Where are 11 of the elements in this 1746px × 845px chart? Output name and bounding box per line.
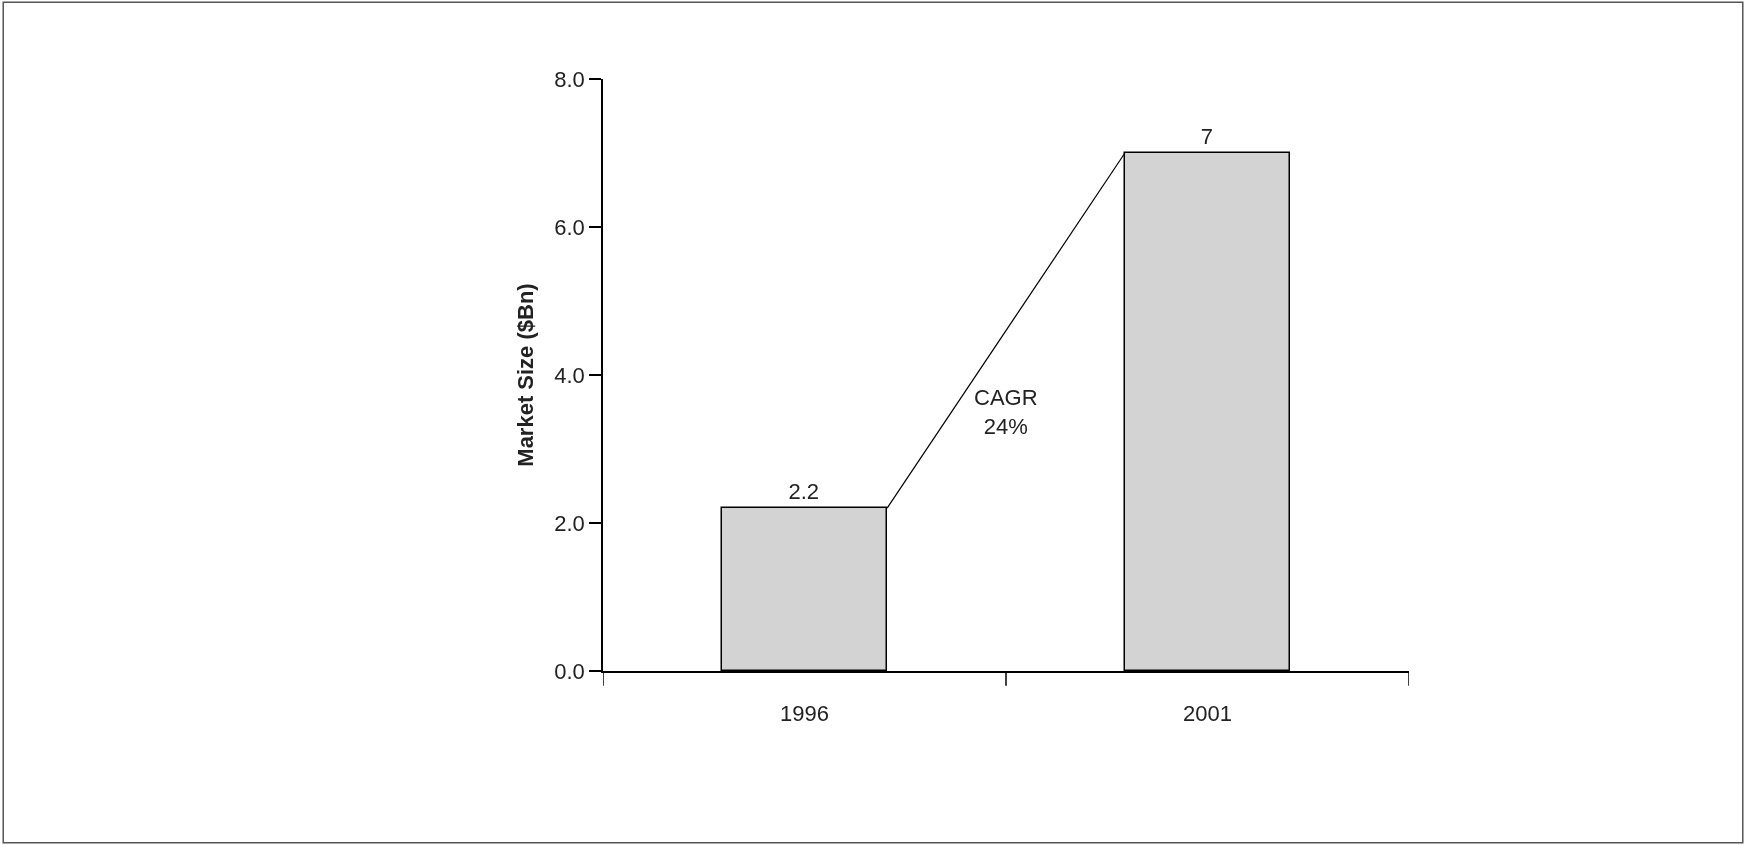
annotation: CAGR 24%	[974, 385, 1038, 439]
y-tick-label: 8.0	[554, 66, 585, 92]
y-tick-label: 0.0	[554, 658, 585, 684]
x-tick-label: 2001	[1183, 701, 1232, 727]
y-tick-label: 2.0	[554, 510, 585, 536]
data-label: 7	[1200, 124, 1213, 150]
y-tick-label: 6.0	[554, 214, 585, 240]
data-label: 2.2	[788, 479, 820, 505]
x-tick-label: 1996	[780, 701, 829, 727]
y-tick-label: 4.0	[554, 362, 585, 388]
y-axis-title: Market Size ($Bn)	[512, 283, 538, 467]
